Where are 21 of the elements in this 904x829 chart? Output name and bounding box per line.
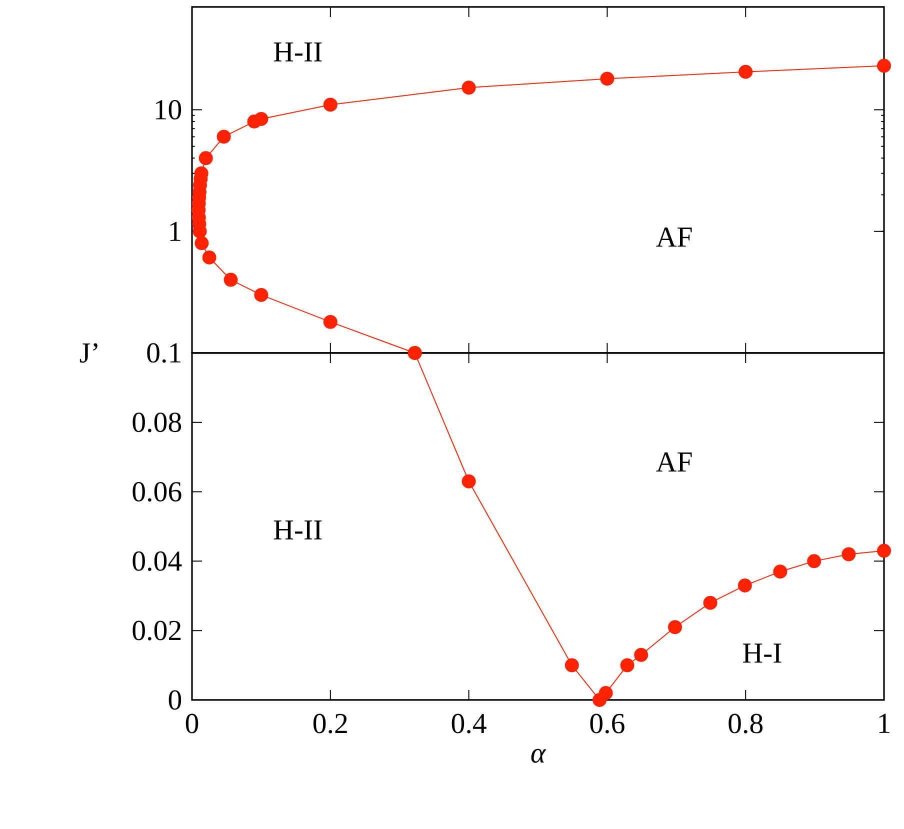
x-tick-label: 0.2 xyxy=(313,714,347,734)
y-tick-label: 0 xyxy=(168,690,182,710)
x-tick-label: 0 xyxy=(186,714,198,734)
annotation: H-II xyxy=(274,520,322,540)
y-tick-label: 0.02 xyxy=(132,620,181,640)
y-tick-label: 0.08 xyxy=(132,412,182,432)
annotation: AF xyxy=(656,228,692,247)
annotation: AF xyxy=(656,452,692,472)
y-axis-title: J’ xyxy=(80,343,98,363)
y-tick-label: 0.04 xyxy=(132,551,182,571)
x-tick-label: 0.8 xyxy=(728,714,763,734)
y-tick-label: 10 xyxy=(156,100,182,120)
annotation: H-I xyxy=(742,644,782,663)
x-axis-title: α xyxy=(531,748,546,763)
y-tick-label: 0.06 xyxy=(132,482,182,502)
y-tick-label: 1 xyxy=(170,222,180,241)
x-tick-label: 0.6 xyxy=(590,714,624,734)
y-tick-label: 0.1 xyxy=(147,343,180,363)
x-tick-label: 0.4 xyxy=(452,714,486,734)
annotation: H-II xyxy=(274,42,322,62)
x-tick-label: 1 xyxy=(879,714,890,733)
